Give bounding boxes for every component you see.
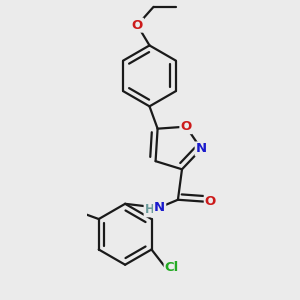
Text: O: O [180, 120, 192, 133]
Text: N: N [154, 201, 165, 214]
Text: N: N [196, 142, 207, 155]
Text: Cl: Cl [165, 261, 179, 274]
Text: H: H [145, 203, 154, 216]
Text: O: O [205, 195, 216, 208]
Text: O: O [132, 19, 143, 32]
